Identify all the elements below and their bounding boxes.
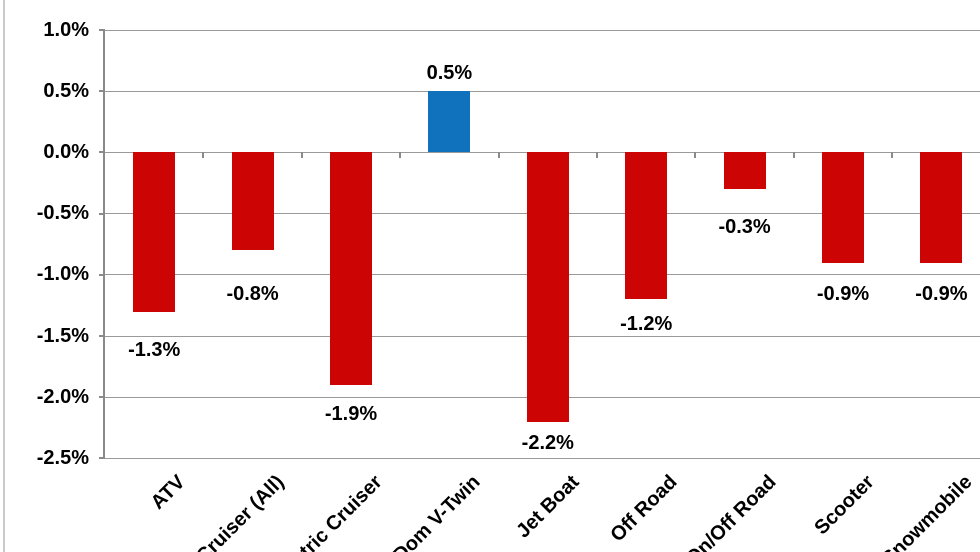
gridline-1.0% bbox=[105, 29, 980, 31]
y-axis-tick-label: -1.0% bbox=[36, 263, 89, 286]
category-axis-tick bbox=[202, 152, 205, 159]
y-axis-tick-label: 0.0% bbox=[43, 140, 89, 163]
category-axis-tick bbox=[792, 152, 795, 159]
y-axis-tick-label: -2.0% bbox=[36, 385, 89, 408]
y-axis-tick bbox=[99, 151, 105, 154]
y-axis-tick-label: -1.5% bbox=[36, 324, 89, 347]
category-label-atv: ATV bbox=[146, 471, 190, 514]
category-axis-tick bbox=[891, 152, 894, 159]
bar-dom-v-twin bbox=[428, 91, 471, 153]
y-axis-tick-label: 1.0% bbox=[43, 18, 89, 41]
data-label-atv: -1.3% bbox=[128, 338, 181, 361]
bar-scooter bbox=[822, 152, 864, 263]
bar-atv bbox=[133, 152, 176, 312]
y-axis-tick bbox=[99, 273, 105, 276]
data-label-jet-boat: -2.2% bbox=[521, 431, 574, 454]
y-axis-tick-label: -0.5% bbox=[36, 202, 89, 225]
data-label-on-off-road: -0.3% bbox=[718, 216, 771, 239]
bar-electric-cruiser bbox=[330, 152, 372, 385]
data-label-off-road: -1.2% bbox=[620, 313, 673, 336]
y-axis-tick bbox=[99, 212, 105, 215]
value-axis-line bbox=[103, 30, 105, 459]
bar-off-road bbox=[625, 152, 668, 300]
category-axis-tick bbox=[399, 152, 402, 159]
data-label-dom-v-twin: 0.5% bbox=[426, 62, 473, 85]
chart-left-border bbox=[3, 0, 5, 552]
y-axis-tick bbox=[99, 335, 105, 337]
y-axis-tick bbox=[99, 29, 105, 31]
data-label-cruiser-all: -0.8% bbox=[226, 283, 279, 306]
y-axis-tick bbox=[99, 90, 105, 93]
bar-snowmobile bbox=[920, 152, 963, 263]
bar-jet-boat bbox=[526, 152, 569, 422]
gridline--2.5% bbox=[105, 457, 980, 459]
bar-cruiser-all bbox=[231, 152, 274, 251]
y-axis-tick-label: -2.5% bbox=[36, 446, 89, 469]
y-axis-tick bbox=[99, 396, 105, 399]
category-axis-tick bbox=[300, 152, 303, 159]
category-axis-tick bbox=[694, 152, 697, 159]
data-label-snowmobile: -0.9% bbox=[915, 282, 968, 305]
gridline-0.5% bbox=[105, 90, 980, 92]
bar-on-off-road bbox=[723, 152, 766, 190]
y-axis-tick-label: 0.5% bbox=[43, 79, 89, 102]
category-axis-tick bbox=[596, 152, 598, 159]
y-axis-tick bbox=[99, 457, 105, 460]
category-axis-tick bbox=[497, 152, 500, 159]
data-label-scooter: -0.9% bbox=[816, 282, 870, 305]
data-label-electric-cruiser: -1.9% bbox=[324, 402, 378, 425]
